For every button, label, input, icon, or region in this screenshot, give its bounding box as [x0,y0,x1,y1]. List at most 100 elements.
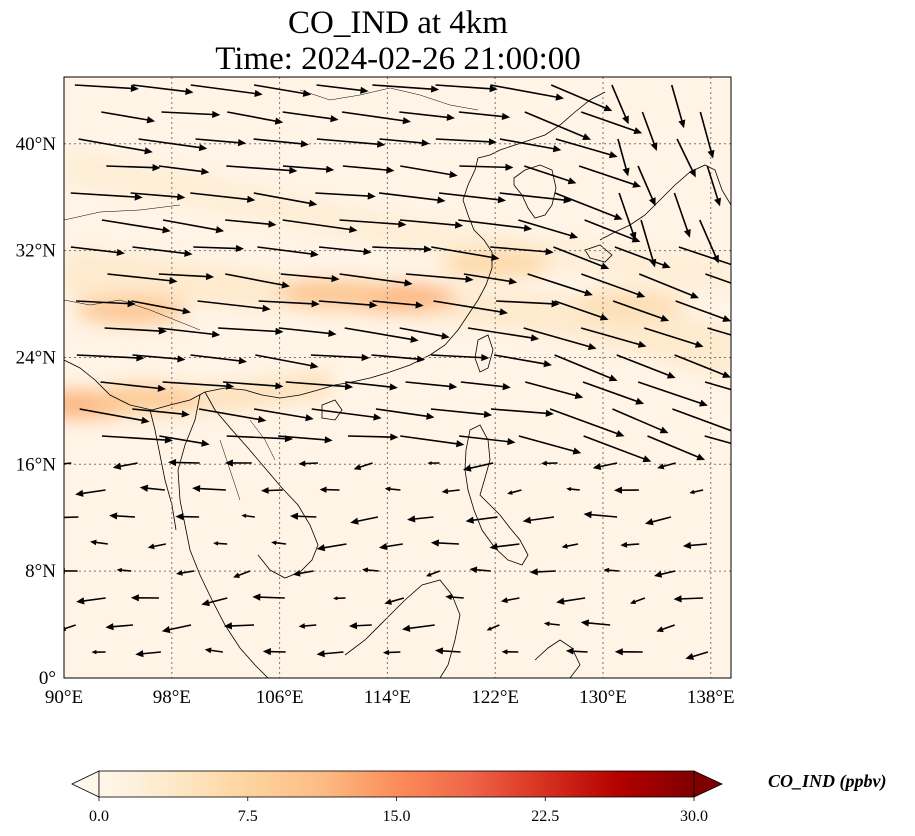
wind-arrow [582,381,645,405]
wind-arrow [430,408,493,418]
wind-arrow [372,300,424,309]
wind-arrow [561,543,579,549]
wind-arrow [496,300,560,308]
colorbar-tick-label: 0.0 [89,808,109,825]
wind-arrow [90,539,108,546]
wind-arrow [198,408,267,423]
wind-arrow [580,619,611,627]
wind-arrow [197,300,271,312]
wind-arrow [612,408,669,434]
lon-tick-label: 90°E [45,687,83,708]
wind-arrow [382,649,401,656]
wind-arrow [638,273,699,299]
plume-band [64,250,731,380]
wind-arrow [463,273,518,285]
wind-arrow [566,486,580,492]
lon-tick-label: 106°E [256,687,304,708]
wind-arrow [459,163,514,171]
wind-arrow [486,624,500,631]
wind-arrow [378,542,403,551]
wind-arrow [524,111,591,140]
wind-arrow [100,381,166,392]
wind-arrow [253,138,309,148]
wind-arrow [435,84,498,93]
wind-arrow [583,435,652,463]
wind-arrow [499,138,562,153]
wind-arrow [435,138,497,146]
wind-arrow [407,515,434,523]
wind-arrow [342,165,395,174]
map-frame [63,76,732,679]
wind-arrow [501,649,519,655]
lat-tick-label: 24°N [16,347,57,368]
wind-arrow [70,192,143,201]
wind-arrow [168,458,200,467]
wind-arrow [584,219,641,243]
wind-arrow [523,165,577,185]
wind-arrow [611,84,629,125]
plume-band [64,150,731,290]
wind-arrow [565,647,588,655]
colorbar-label: CO_IND (ppbv) [768,771,887,792]
wind-arrow [490,246,554,256]
wind-arrow [603,567,620,573]
wind-arrow [213,541,228,546]
wind-arrow [490,84,564,101]
wind-arrow [704,435,731,445]
lon-tick-label: 98°E [153,687,191,708]
wind-arrow [161,110,221,119]
wind-arrow [282,219,358,234]
wind-arrow [580,111,643,135]
wind-arrow [161,624,192,634]
wind-arrow [192,484,226,493]
wind-arrow [493,354,552,368]
wind-arrow [592,462,618,471]
wind-arrow [673,192,691,238]
wind-arrow [315,192,376,200]
wind-arrow [135,650,161,658]
wind-arrow [70,246,125,256]
colorbar-body [98,770,695,798]
wind-arrow [405,381,458,390]
wind-arrow [130,192,186,201]
wind-arrow [554,354,618,382]
wind-arrow [175,513,200,521]
wind-arrow [225,273,290,289]
wind-arrow [405,273,474,283]
wind-arrow [400,435,465,448]
wind-arrow [204,647,223,654]
co-concentration-field [64,150,731,420]
lat-tick-label: 32°N [16,241,57,262]
wind-arrow [195,138,247,147]
wind-arrow [139,484,165,492]
wind-arrow [458,111,511,121]
wind-arrow [138,138,208,152]
wind-arrow [258,300,320,308]
wind-arrow [378,192,446,204]
wind-arrow [657,462,676,470]
wind-arrow [676,138,696,178]
wind-arrow [353,462,373,471]
wind-arrow [549,408,625,437]
wind-arrow [656,624,675,633]
wind-arrow [147,543,167,550]
wind-arrow [339,273,413,287]
wind-arrow [345,381,398,391]
wind-arrow [310,353,370,362]
wind-arrow [262,648,286,656]
wind-arrow [431,353,490,362]
wind-arrow [132,84,194,96]
wind-arrow [583,511,618,519]
wind-arrow [91,649,106,655]
wind-arrow [130,594,159,602]
wind-arrow [525,381,584,399]
wind-arrow [64,462,72,465]
wind-arrow [79,408,150,424]
wind-arrow [109,512,136,520]
wind-arrow [107,273,178,285]
wind-arrow [674,354,731,378]
wind-arrow [316,138,386,148]
wind-arrow [193,244,244,253]
wind-arrow [379,138,430,147]
wind-arrow [425,570,441,577]
